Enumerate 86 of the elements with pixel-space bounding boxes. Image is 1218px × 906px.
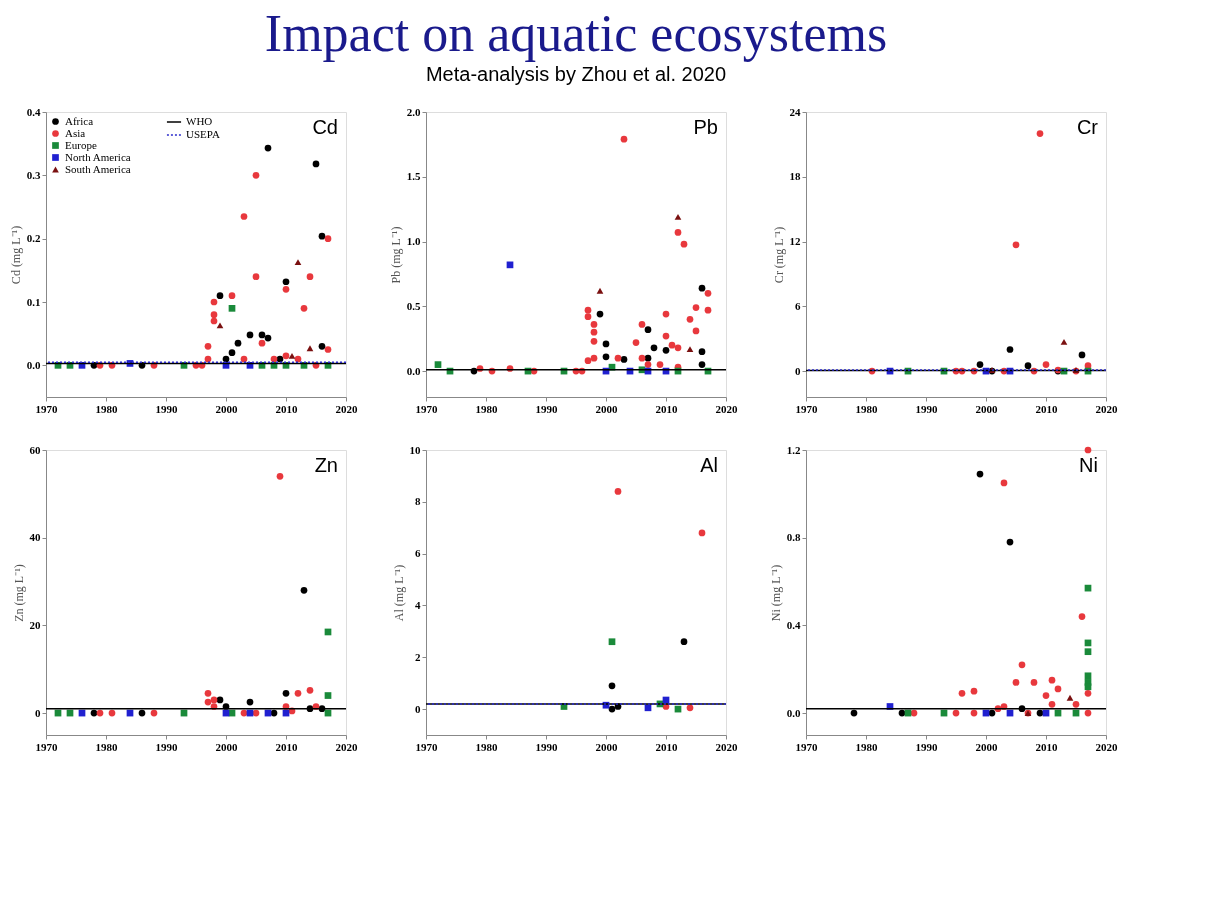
x-tick-label: 1990 bbox=[155, 740, 178, 753]
y-tick-label: 60 bbox=[29, 443, 41, 456]
y-tick-label: 18 bbox=[789, 170, 801, 183]
x-tick-label: 2000 bbox=[215, 402, 238, 415]
y-tick-label: 0 bbox=[35, 706, 41, 719]
x-tick-label: 2000 bbox=[975, 402, 998, 415]
x-tick-label: 2010 bbox=[655, 740, 678, 753]
y-tick-label: 1.0 bbox=[406, 235, 421, 248]
y-axis-title: Zn (mg L⁻¹) bbox=[11, 564, 26, 622]
legend-label: South America bbox=[65, 162, 131, 175]
y-tick-label: 0.0 bbox=[786, 706, 801, 719]
y-tick-label: 6 bbox=[795, 299, 801, 312]
x-tick-label: 2010 bbox=[275, 740, 298, 753]
x-tick-label: 1990 bbox=[915, 402, 938, 415]
x-tick-label: 1970 bbox=[35, 740, 58, 753]
x-tick-label: 1990 bbox=[535, 402, 558, 415]
y-axis-title: Ni (mg L⁻¹) bbox=[768, 564, 783, 622]
x-tick-label: 1970 bbox=[795, 402, 818, 415]
legend-label: Europe bbox=[65, 138, 97, 151]
x-tick-label: 2000 bbox=[215, 740, 238, 753]
y-tick-label: 10 bbox=[409, 443, 421, 456]
x-tick-label: 2020 bbox=[715, 402, 738, 415]
x-tick-label: 1970 bbox=[35, 402, 58, 415]
annotation: Ni bbox=[1079, 454, 1098, 476]
y-tick-label: 0.2 bbox=[26, 232, 41, 245]
x-tick-label: 1980 bbox=[475, 402, 498, 415]
legend-label: Asia bbox=[65, 126, 86, 139]
y-axis-title: Al (mg L⁻¹) bbox=[391, 564, 406, 622]
y-tick-label: 12 bbox=[789, 235, 801, 248]
annotation: Cd bbox=[312, 116, 338, 138]
legend-label: WHO bbox=[186, 115, 213, 127]
y-tick-label: 0.0 bbox=[406, 364, 421, 377]
x-tick-label: 2020 bbox=[335, 402, 358, 415]
x-tick-label: 2020 bbox=[335, 740, 358, 753]
y-tick-label: 0.8 bbox=[786, 531, 801, 544]
x-tick-label: 2000 bbox=[975, 740, 998, 753]
x-tick-label: 1970 bbox=[415, 402, 438, 415]
chart-title: Impact on aquatic ecosystems bbox=[264, 5, 888, 62]
annotation: Pb bbox=[693, 116, 718, 138]
x-tick-label: 2020 bbox=[715, 740, 738, 753]
y-tick-label: 1.5 bbox=[406, 170, 421, 183]
y-tick-label: 40 bbox=[29, 531, 41, 544]
y-tick-label: 20 bbox=[29, 618, 41, 631]
x-tick-label: 2020 bbox=[1095, 740, 1118, 753]
x-tick-label: 1990 bbox=[915, 740, 938, 753]
y-axis-title: Cd (mg L⁻¹) bbox=[8, 225, 23, 285]
annotation: Cr bbox=[1076, 116, 1099, 138]
y-tick-label: 4 bbox=[415, 598, 421, 611]
y-tick-label: 24 bbox=[789, 105, 801, 118]
x-tick-label: 1980 bbox=[855, 740, 878, 753]
x-tick-label: 1970 bbox=[795, 740, 818, 753]
x-tick-label: 2010 bbox=[275, 402, 298, 415]
annotation: Zn bbox=[314, 454, 338, 476]
y-tick-label: 0.3 bbox=[26, 168, 41, 181]
y-tick-label: 0.4 bbox=[786, 618, 801, 631]
x-tick-label: 1980 bbox=[95, 402, 118, 415]
x-tick-label: 2010 bbox=[1035, 740, 1058, 753]
chart-subtitle: Meta-analysis by Zhou et al. 2020 bbox=[425, 63, 727, 85]
x-tick-label: 2020 bbox=[1095, 402, 1118, 415]
x-tick-label: 2010 bbox=[655, 402, 678, 415]
y-tick-label: 0 bbox=[795, 364, 801, 377]
x-tick-label: 2000 bbox=[595, 402, 618, 415]
y-axis-title: Cr (mg L⁻¹) bbox=[771, 226, 786, 284]
y-axis-title: Pb (mg L⁻¹) bbox=[388, 226, 403, 284]
y-tick-label: 6 bbox=[415, 547, 421, 560]
x-tick-label: 2010 bbox=[1035, 402, 1058, 415]
legend-label: Africa bbox=[65, 114, 94, 127]
y-tick-label: 0.1 bbox=[26, 295, 41, 308]
x-tick-label: 1980 bbox=[475, 740, 498, 753]
y-tick-label: 1.2 bbox=[786, 443, 801, 456]
x-tick-label: 1980 bbox=[855, 402, 878, 415]
y-tick-label: 0 bbox=[415, 702, 421, 715]
y-tick-label: 0.5 bbox=[406, 299, 421, 312]
x-tick-label: 1980 bbox=[95, 740, 118, 753]
y-tick-label: 0.0 bbox=[26, 358, 41, 371]
x-tick-label: 2000 bbox=[595, 740, 618, 753]
x-tick-label: 1990 bbox=[535, 740, 558, 753]
x-tick-label: 1970 bbox=[415, 740, 438, 753]
x-tick-label: 1990 bbox=[155, 402, 178, 415]
annotation: Al bbox=[700, 454, 718, 476]
y-tick-label: 0.4 bbox=[26, 105, 41, 118]
legend-label: USEPA bbox=[186, 128, 220, 140]
y-tick-label: 2.0 bbox=[406, 105, 421, 118]
y-tick-label: 2 bbox=[415, 650, 421, 663]
y-tick-label: 8 bbox=[415, 495, 421, 508]
legend-label: North America bbox=[65, 150, 131, 163]
